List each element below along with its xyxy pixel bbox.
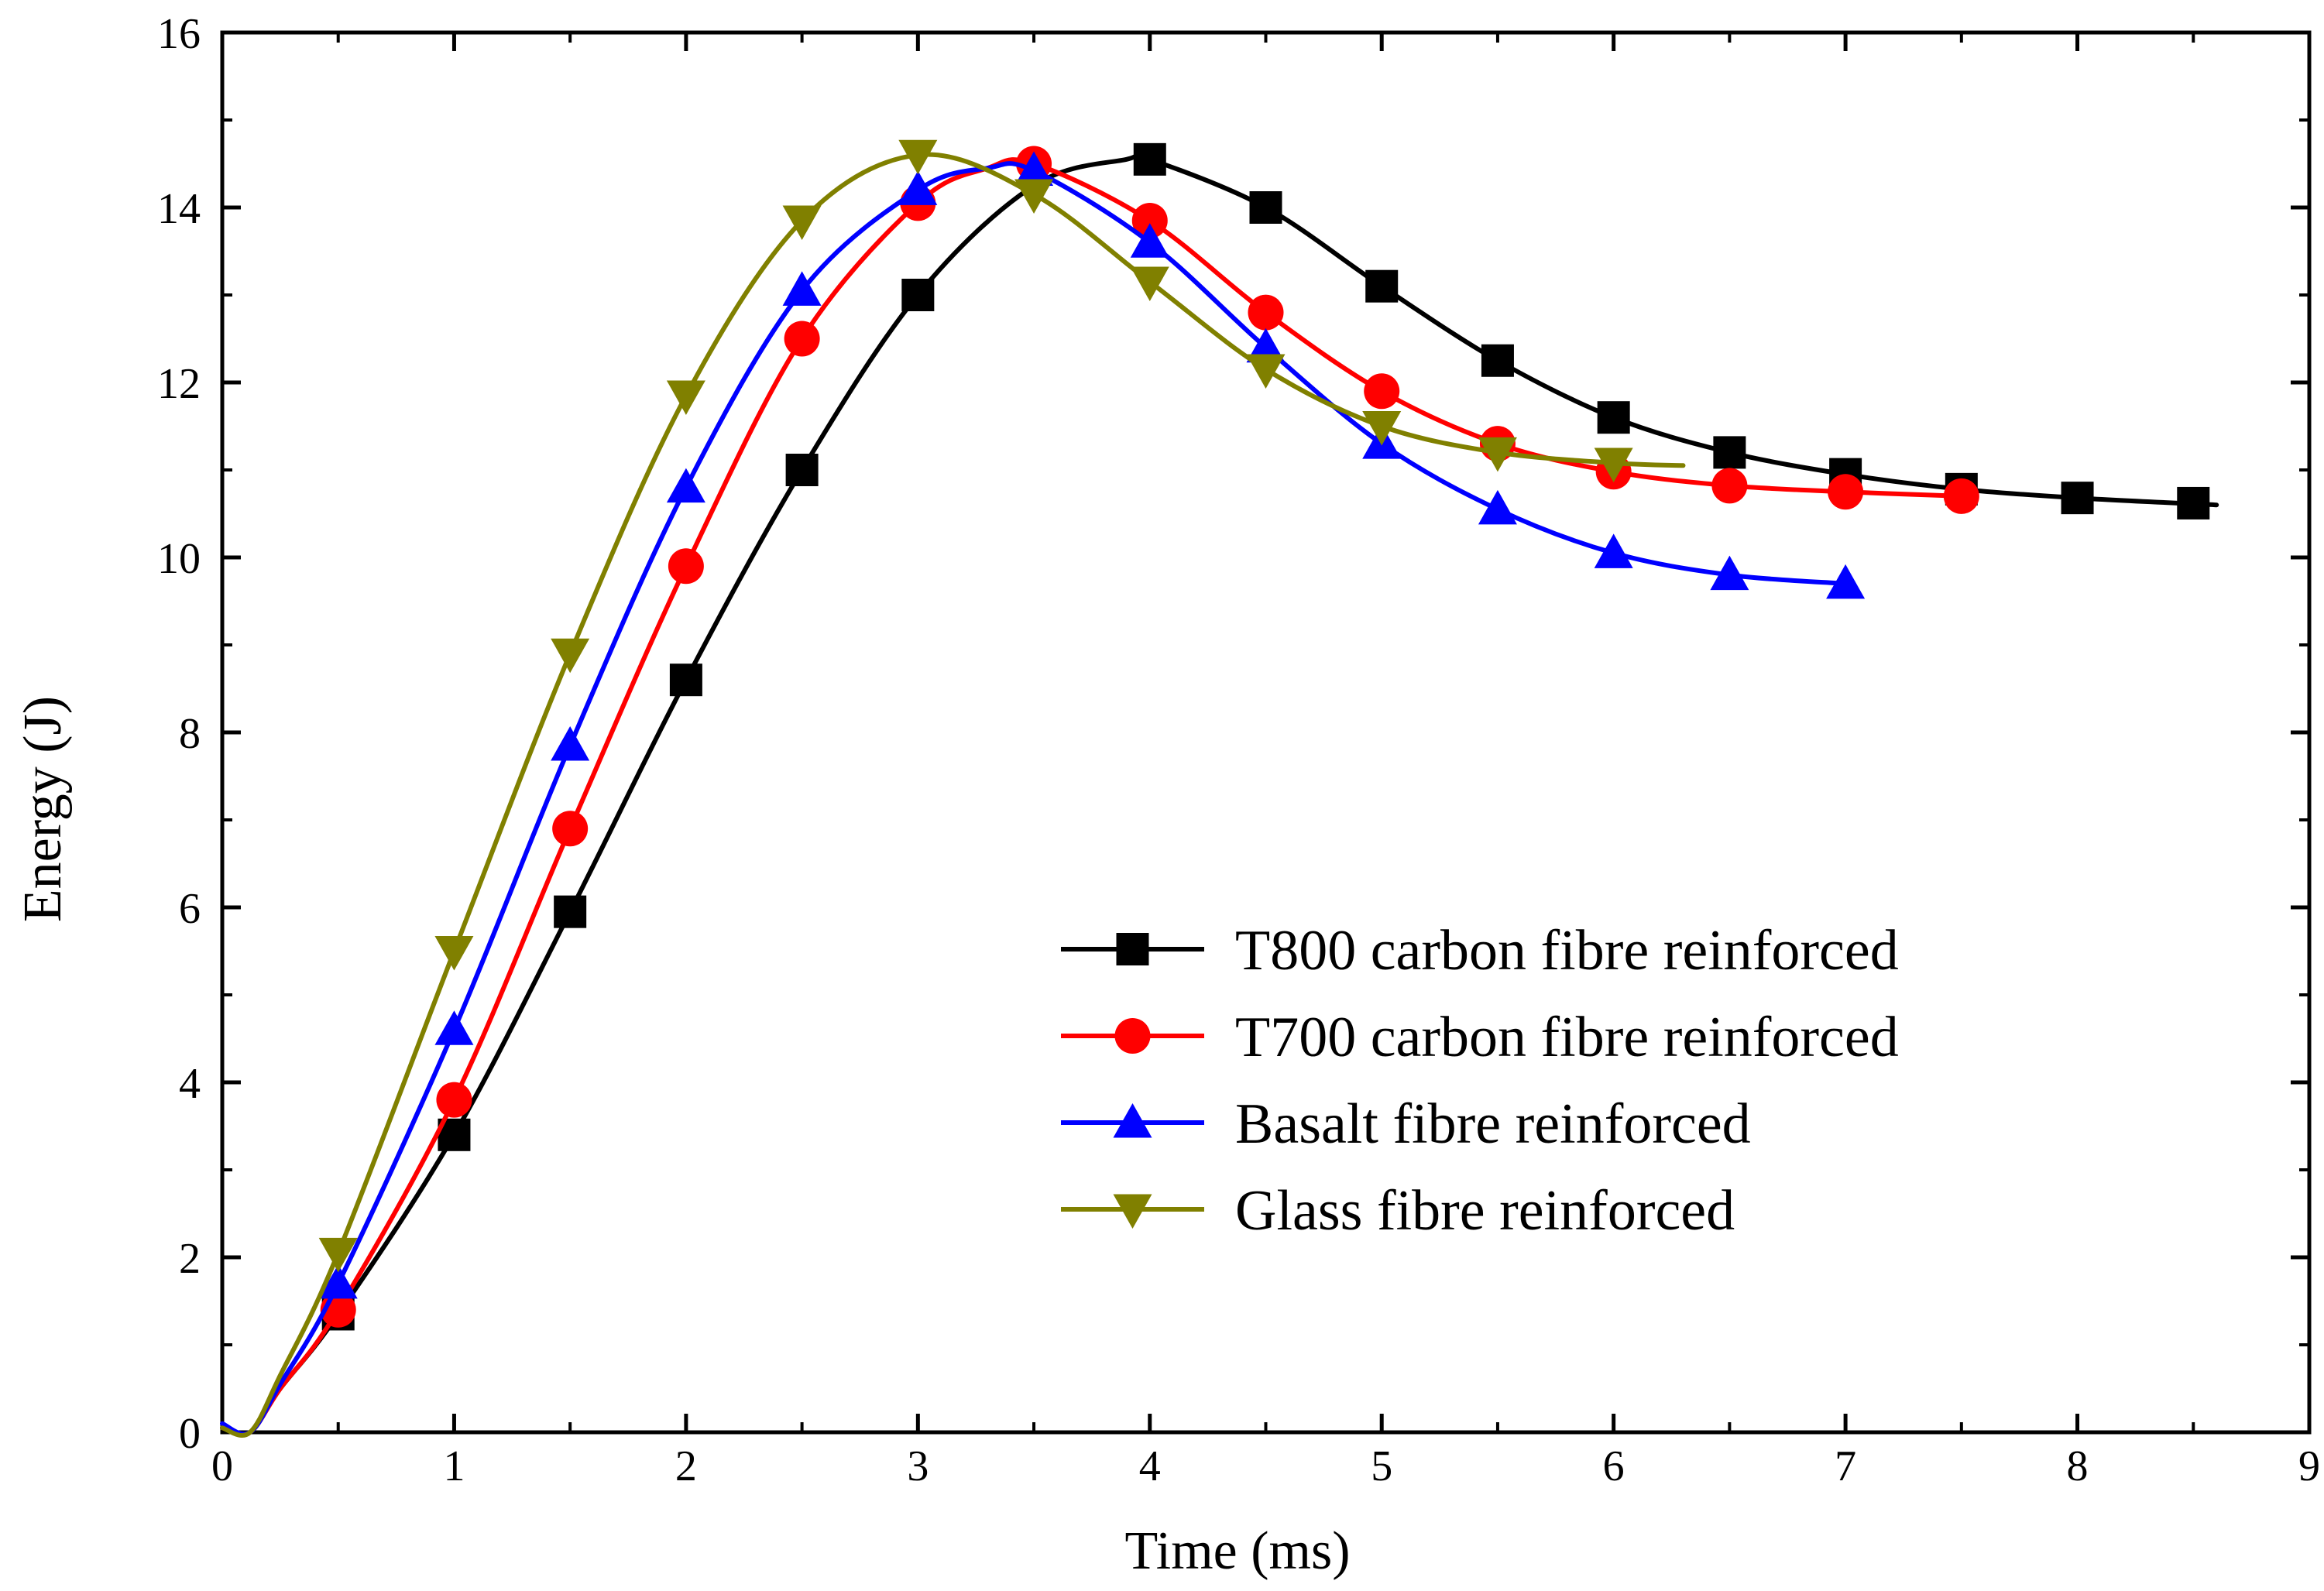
legend-marker — [1116, 933, 1149, 965]
series-3 — [220, 151, 1866, 1437]
y-tick-label: 16 — [157, 10, 201, 58]
y-tick-label: 2 — [179, 1235, 201, 1283]
x-tick-label: 6 — [1603, 1442, 1625, 1490]
data-point — [434, 1010, 474, 1045]
data-point — [666, 380, 705, 415]
y-axis-title: Energy (J) — [13, 696, 73, 922]
y-tick-label: 14 — [157, 185, 201, 233]
data-point — [784, 321, 820, 357]
y-tick-label: 4 — [179, 1060, 201, 1108]
data-point — [1131, 202, 1168, 238]
legend-label: Glass fibre reinforced — [1235, 1179, 1735, 1243]
data-point — [1249, 191, 1282, 224]
data-point — [1943, 478, 1979, 514]
legend-item: T700 carbon fibre reinforced — [1061, 1006, 1899, 1069]
y-tick-label: 8 — [179, 710, 201, 758]
data-point — [1594, 447, 1633, 482]
data-point — [436, 1082, 472, 1118]
legend-label: T700 carbon fibre reinforced — [1235, 1006, 1899, 1069]
legend-item: Basalt fibre reinforced — [1061, 1092, 1751, 1156]
x-tick-label: 2 — [675, 1442, 697, 1490]
legend-label: T800 carbon fibre reinforced — [1235, 919, 1899, 982]
data-point — [1246, 354, 1286, 389]
legend-marker — [1113, 1194, 1152, 1229]
data-point — [1364, 373, 1400, 410]
data-point — [554, 895, 587, 928]
data-point — [1362, 411, 1402, 446]
data-point — [1014, 151, 1054, 187]
legend-item: T800 carbon fibre reinforced — [1061, 919, 1899, 982]
data-point — [2061, 482, 2094, 515]
series-layer — [220, 139, 2219, 1438]
data-point — [1014, 179, 1054, 214]
x-axis-title: Time (ms) — [1124, 1521, 1350, 1581]
data-point — [1597, 401, 1630, 434]
data-point — [1246, 327, 1286, 363]
x-tick-label: 3 — [907, 1442, 929, 1490]
data-point — [1478, 489, 1517, 525]
x-tick-label: 5 — [1371, 1442, 1392, 1490]
data-point — [782, 205, 822, 240]
data-point — [551, 725, 590, 761]
data-point — [1365, 269, 1399, 303]
data-point — [551, 638, 590, 674]
data-point — [1481, 344, 1514, 377]
data-point — [898, 139, 938, 175]
data-point — [1711, 468, 1748, 504]
x-tick-label: 9 — [2298, 1442, 2320, 1490]
data-point — [1133, 142, 1166, 176]
y-tick-label: 6 — [179, 885, 201, 933]
data-point — [668, 548, 704, 585]
data-point — [1130, 266, 1169, 302]
x-tick-label: 4 — [1139, 1442, 1161, 1490]
y-tick-label: 0 — [179, 1410, 201, 1458]
series-line — [220, 157, 1964, 1437]
series-4 — [220, 139, 1686, 1438]
legend-marker — [1114, 1018, 1151, 1054]
data-point — [318, 1237, 358, 1273]
x-tick-label: 0 — [211, 1442, 233, 1490]
data-point — [898, 170, 938, 205]
y-tick-label: 10 — [157, 535, 201, 583]
x-tick-label: 7 — [1835, 1442, 1856, 1490]
data-point — [785, 454, 819, 486]
data-point — [1826, 564, 1866, 599]
legend: T800 carbon fibre reinforced T700 carbon … — [1061, 919, 1899, 1243]
data-point — [1248, 294, 1284, 331]
series-line — [220, 161, 1849, 1437]
data-point — [1478, 437, 1517, 472]
legend-item: Glass fibre reinforced — [1061, 1179, 1735, 1243]
series-line — [220, 152, 1686, 1438]
data-point — [1130, 223, 1169, 258]
data-point — [1710, 555, 1749, 591]
y-tick-label: 12 — [157, 360, 201, 408]
data-point — [666, 468, 705, 503]
legend-label: Basalt fibre reinforced — [1235, 1092, 1751, 1156]
data-point — [434, 936, 474, 971]
data-point — [1828, 474, 1864, 510]
data-point — [318, 1264, 358, 1299]
data-point — [552, 811, 589, 847]
data-point — [901, 279, 935, 311]
series-line — [220, 152, 2219, 1437]
data-point — [1594, 533, 1633, 568]
legend-marker — [1113, 1103, 1152, 1138]
data-point — [782, 271, 822, 306]
x-tick-label: 1 — [443, 1442, 465, 1490]
data-point — [2177, 486, 2210, 519]
data-point — [1713, 436, 1746, 469]
data-point — [669, 663, 702, 697]
x-tick-label: 8 — [2067, 1442, 2089, 1490]
